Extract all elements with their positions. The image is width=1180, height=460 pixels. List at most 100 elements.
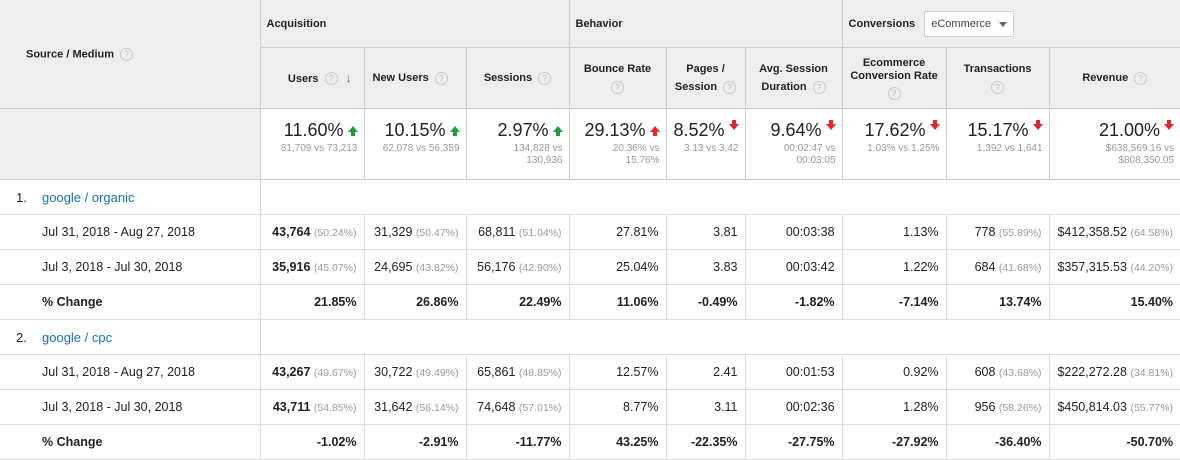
source-row: 2. google / cpc xyxy=(0,319,1180,355)
summary-pct: 8.52% xyxy=(673,120,725,140)
metric-percent-of-total: (45.07%) xyxy=(313,262,357,274)
metric-percent-of-total: (55.77%) xyxy=(1130,402,1174,414)
metric-value: $450,814.03 xyxy=(1057,400,1127,414)
change-cell-duration: -1.82% xyxy=(744,284,843,320)
metric-value: 1.28% xyxy=(903,400,939,414)
help-icon[interactable]: ? xyxy=(324,72,338,86)
metric-cell-ecr: 1.28% xyxy=(841,389,947,425)
arrow-up-icon xyxy=(347,126,358,137)
change-cell-revenue: 15.40% xyxy=(1048,284,1180,320)
arrow-down-icon xyxy=(825,120,836,131)
metric-cell-sessions: 56,176 (42.90%) xyxy=(465,249,569,285)
sort-desc-arrow-icon[interactable]: ↓ xyxy=(345,70,352,85)
metric-percent-of-total: (50.24%) xyxy=(313,227,357,239)
source-name-cell: 2. google / cpc xyxy=(0,319,260,355)
metric-value: 3.81 xyxy=(713,225,738,239)
arrow-down-icon xyxy=(1032,120,1043,131)
col-transactions-label: Transactions xyxy=(963,63,1032,75)
metric-cell-revenue: $412,358.52 (64.58%) xyxy=(1048,214,1180,250)
metric-percent-of-total: (34.81%) xyxy=(1130,367,1174,379)
conversions-select-value: eCommerce xyxy=(931,17,992,30)
col-transactions[interactable]: Transactions? xyxy=(945,47,1050,109)
change-cell-pages: -22.35% xyxy=(665,424,745,460)
arrow-up-icon xyxy=(649,126,660,137)
col-ecommerce-conversion-rate[interactable]: Ecommerce Conversion Rate? xyxy=(841,47,947,109)
metric-percent-of-total: (48.85%) xyxy=(518,367,562,379)
summary-cell-avg-duration: 9.64% 00:02:47 vs 00:03:05 xyxy=(744,108,843,180)
col-bounce-rate[interactable]: Bounce Rate? xyxy=(568,47,666,109)
help-icon[interactable]: ? xyxy=(120,47,134,61)
change-cell-sessions: -11.77% xyxy=(465,424,569,460)
help-icon[interactable]: ? xyxy=(723,80,737,94)
col-users[interactable]: Users? ↓ xyxy=(259,47,364,109)
data-rows: 1. google / organic Jul 31, 2018 - Aug 27,… xyxy=(0,179,1180,460)
metric-value: 778 xyxy=(974,225,996,239)
summary-pct: 11.60% xyxy=(283,120,344,140)
metric-percent-of-total: (64.58%) xyxy=(1130,227,1174,239)
summary-cell-bounce-rate: 29.13% 20.36% vs 15.76% xyxy=(568,108,666,180)
summary-pct: 9.64% xyxy=(770,120,822,140)
conversions-label: Conversions xyxy=(848,17,916,30)
metric-cell-pages: 3.11 xyxy=(665,389,745,425)
metric-value: 12.57% xyxy=(616,365,659,379)
help-icon[interactable]: ? xyxy=(538,71,552,85)
help-icon[interactable]: ? xyxy=(1134,71,1148,85)
source-medium-header[interactable]: Source / Medium? xyxy=(0,0,260,109)
summary-cell-revenue: 21.00% $638,569.16 vs $808,350.05 xyxy=(1048,108,1180,180)
help-icon[interactable]: ? xyxy=(812,80,826,94)
metric-cell-bounce: 8.77% xyxy=(568,389,666,425)
source-index: 1. xyxy=(16,189,27,205)
metric-percent-of-total: (42.90%) xyxy=(518,262,562,274)
help-icon[interactable]: ? xyxy=(434,71,448,85)
metric-cell-transactions: 608 (43.68%) xyxy=(945,354,1050,390)
change-cell-new-users: 26.86% xyxy=(363,284,466,320)
metric-percent-of-total: (54.85%) xyxy=(313,402,357,414)
source-link[interactable]: google / cpc xyxy=(42,329,113,345)
conversions-type-select[interactable]: eCommerce xyxy=(924,10,1015,37)
source-link[interactable]: google / organic xyxy=(42,189,135,205)
col-avg-label-2: Duration xyxy=(761,81,807,93)
date-range-label: Jul 31, 2018 - Aug 27, 2018 xyxy=(0,214,260,250)
metric-percent-of-total: (56.14%) xyxy=(415,402,459,414)
change-cell-transactions: -36.40% xyxy=(945,424,1050,460)
metric-cell-bounce: 25.04% xyxy=(568,249,666,285)
help-icon[interactable]: ? xyxy=(991,80,1005,94)
metric-value: 1.22% xyxy=(903,260,939,274)
metric-value: $222,272.28 xyxy=(1057,365,1127,379)
metric-cell-duration: 00:01:53 xyxy=(744,354,843,390)
acquisition-header: Acquisition xyxy=(259,0,569,48)
col-revenue[interactable]: Revenue? xyxy=(1048,47,1180,109)
metric-value: $357,315.53 xyxy=(1057,260,1127,274)
change-cell-users: 21.85% xyxy=(259,284,364,320)
help-icon[interactable]: ? xyxy=(887,86,901,100)
metric-cell-revenue: $222,272.28 (34.81%) xyxy=(1048,354,1180,390)
col-sessions[interactable]: Sessions? xyxy=(465,47,569,109)
help-icon[interactable]: ? xyxy=(611,80,624,94)
arrow-up-icon xyxy=(552,126,563,137)
metric-value: 00:02:36 xyxy=(785,400,835,414)
metric-value: $412,358.52 xyxy=(1057,225,1127,239)
summary-compare: 00:02:47 vs 00:03:05 xyxy=(783,143,836,166)
change-cell-new-users: -2.91% xyxy=(363,424,466,460)
metric-cell-ecr: 1.22% xyxy=(841,249,947,285)
col-pages-session[interactable]: Pages / Session? xyxy=(665,47,745,109)
metric-cell-transactions: 778 (55.89%) xyxy=(945,214,1050,250)
summary-pct: 10.15% xyxy=(384,120,446,140)
metric-value: 65,861 xyxy=(477,365,516,379)
metric-value: 8.77% xyxy=(623,400,659,414)
percent-change-row: % Change -1.02% -2.91% -11.77% 43.25% -22.35%… xyxy=(0,424,1180,460)
col-new-users[interactable]: New Users? xyxy=(363,47,466,109)
metric-value: 684 xyxy=(974,260,996,274)
metric-cell-pages: 3.83 xyxy=(665,249,745,285)
metric-cell-ecr: 1.13% xyxy=(841,214,947,250)
col-bounce-rate-label: Bounce Rate xyxy=(583,63,652,75)
behavior-header: Behavior xyxy=(568,0,843,48)
metric-cell-new-users: 31,642 (56.14%) xyxy=(363,389,466,425)
metric-cell-new-users: 31,329 (50.47%) xyxy=(363,214,466,250)
change-cell-pages: -0.49% xyxy=(665,284,745,320)
date-range-row: Jul 3, 2018 - Jul 30, 2018 43,711 (54.85%… xyxy=(0,389,1180,425)
metric-value: 00:01:53 xyxy=(785,365,835,379)
summary-blank-cell xyxy=(0,108,260,180)
col-avg-session-duration[interactable]: Avg. Session Duration? xyxy=(744,47,843,109)
